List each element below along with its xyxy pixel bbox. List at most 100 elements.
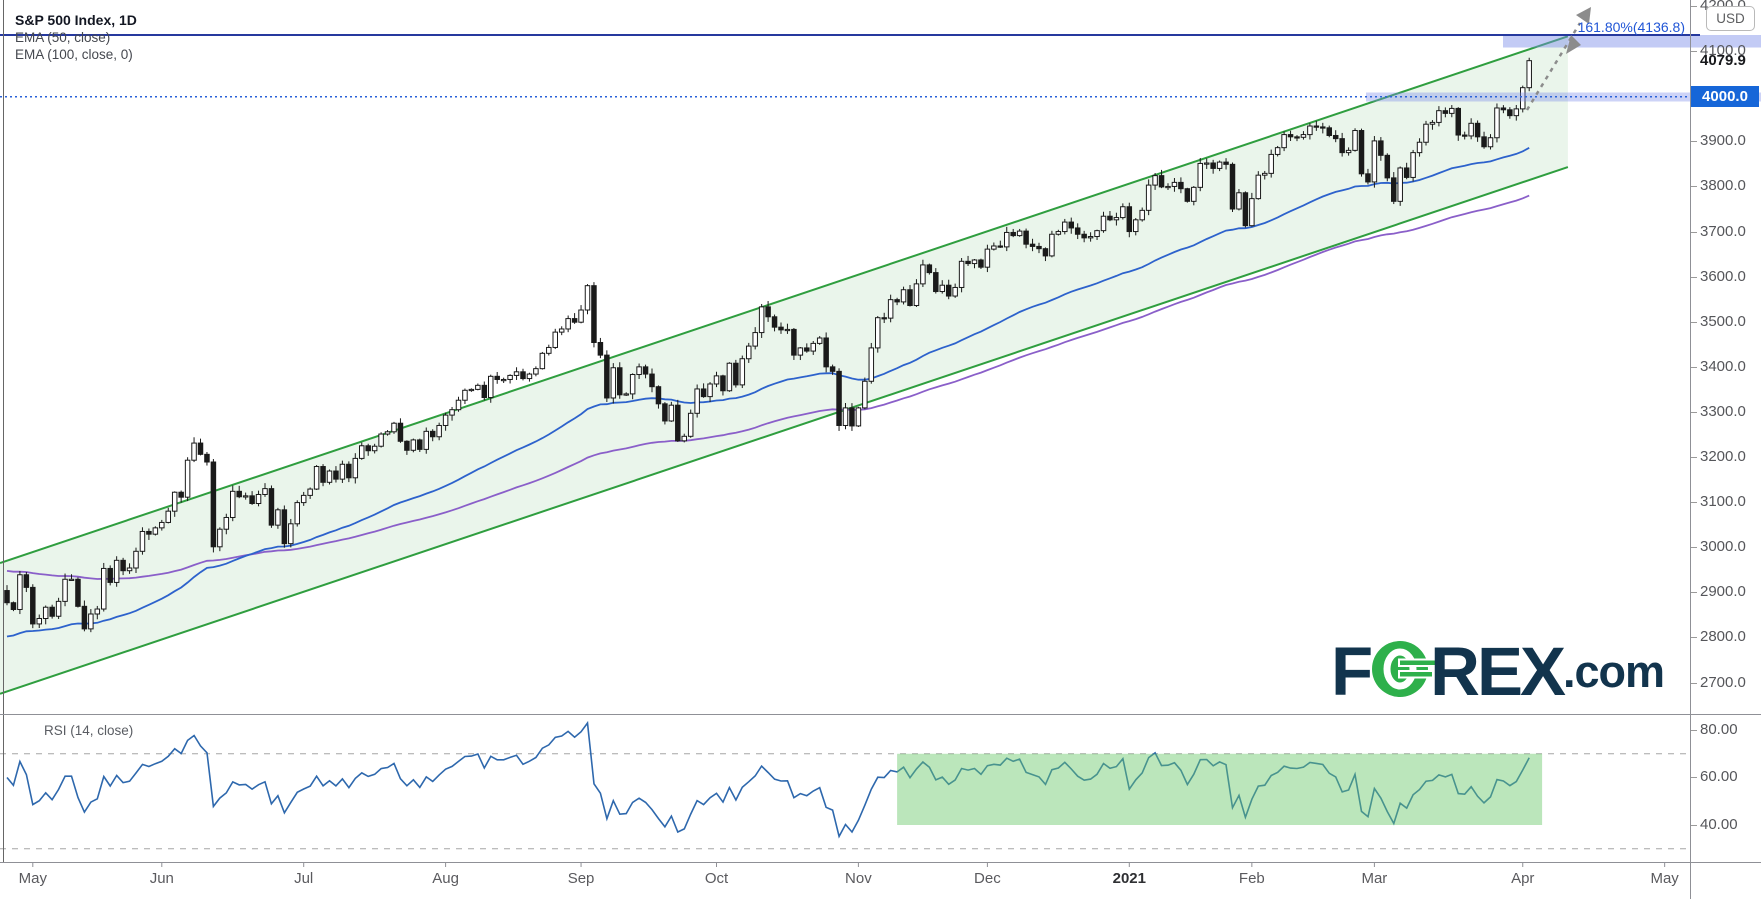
candle-body (900, 289, 907, 303)
candle-body (1184, 188, 1191, 202)
candle-body (584, 285, 591, 311)
candle-body (1449, 107, 1455, 114)
candle-body (210, 461, 217, 548)
candle-body (30, 586, 36, 625)
price-tick-label: 4100.0 (1691, 42, 1746, 60)
rsi-tick-label: 40.00 (1691, 815, 1738, 833)
candle-body (404, 440, 410, 451)
time-scale[interactable]: May Jun Jul Aug Sep Oct Nov Dec 2021 Feb Mar Apr May (0, 862, 1761, 899)
ema100-line[interactable] (6, 194, 1530, 580)
candle-body (629, 374, 636, 395)
candle-body (849, 407, 855, 427)
candle-body (42, 606, 49, 620)
candle-body (978, 259, 984, 268)
candle-body (326, 470, 333, 483)
candle-body (1036, 245, 1042, 250)
symbol-title: S&P 500 Index, 1D (15, 12, 137, 28)
price-pane[interactable] (0, 35, 1569, 695)
candle-body (1203, 162, 1210, 165)
candle-body (520, 371, 526, 380)
rsi-pane[interactable] (0, 720, 1690, 850)
fib-zone-band (1503, 35, 1761, 48)
candle-body (816, 337, 823, 344)
legend-ema50[interactable]: EMA (50, close) (15, 30, 111, 45)
candle-body (997, 245, 1004, 248)
candle-body (804, 347, 810, 352)
candle-body (255, 493, 262, 505)
time-tick-label-apr: Apr (1511, 870, 1535, 887)
candle-body (1042, 248, 1049, 257)
legend-ema100[interactable]: EMA (100, close, 0) (15, 47, 133, 62)
candle-body (107, 567, 113, 583)
candle-body (1126, 206, 1133, 233)
candle-body (1268, 153, 1274, 174)
rsi-tick-label: 80.00 (1691, 720, 1738, 738)
candle-body (1255, 174, 1262, 200)
candle-body (333, 470, 339, 480)
candle-body (1010, 231, 1016, 237)
candle-body (1468, 122, 1474, 137)
candle-body (571, 318, 578, 323)
candle-body (597, 341, 604, 356)
candle-body (113, 559, 120, 583)
candle-body (378, 433, 384, 447)
candle-body (513, 371, 520, 376)
candle-body (1029, 243, 1036, 247)
candle-body (1294, 136, 1300, 139)
candle-body (778, 326, 784, 331)
candle-body (236, 490, 242, 498)
candle-body (952, 286, 958, 297)
candle-body (488, 375, 494, 399)
rsi-legend[interactable]: RSI (14, close) (44, 723, 134, 738)
candle-body (1133, 219, 1139, 233)
candle-body (165, 510, 171, 523)
candle-body (733, 362, 739, 386)
candle-body (926, 264, 933, 274)
time-tick-label-aug: Aug (432, 870, 459, 887)
candle-body (1016, 230, 1023, 237)
candle-body (1171, 181, 1178, 187)
fib-extension-label: 161.80%(4136.8) (1577, 19, 1685, 35)
candle-body (475, 384, 481, 390)
time-tick-label-jul: Jul (294, 870, 314, 887)
candle-body (604, 354, 610, 399)
candle-body (462, 389, 468, 401)
candle-body (178, 491, 184, 498)
price-tick-label: 2800.0 (1691, 628, 1746, 646)
candle-body (784, 328, 791, 332)
candle-body (1416, 141, 1423, 154)
candle-body (1242, 192, 1249, 227)
candle-body (894, 299, 900, 303)
candle-body (945, 284, 952, 297)
candle-body (1152, 175, 1158, 186)
price-scale[interactable]: 4200.04100.03900.03800.03700.03600.03500… (1690, 0, 1761, 899)
candle-body (281, 509, 288, 545)
time-tick-label-jun: Jun (149, 870, 174, 887)
candle-body (365, 445, 371, 452)
candle-body (829, 366, 836, 372)
ema50-line[interactable] (6, 147, 1530, 638)
candle-body (752, 332, 758, 347)
trend-channel-upper-line[interactable] (0, 35, 1569, 564)
candle-body (268, 488, 275, 526)
time-tick-label-may: May (1650, 870, 1679, 887)
candle-body (739, 358, 746, 386)
candle-body (1107, 215, 1113, 221)
candle-body (146, 530, 152, 535)
candle-body (191, 442, 197, 461)
time-tick-label-may: May (18, 870, 47, 887)
candle-body (455, 399, 462, 411)
candle-body (1313, 125, 1320, 128)
price-tick-label: 3400.0 (1691, 357, 1746, 375)
trend-channel-lower-line[interactable] (0, 166, 1569, 695)
currency-toggle-button[interactable]: USD (1706, 6, 1755, 31)
candle-body (1423, 123, 1429, 143)
candle-body (1365, 173, 1371, 183)
candle-body (623, 393, 629, 396)
arrow-head-down-icon (1566, 35, 1581, 54)
candle-body (101, 567, 107, 610)
candle-body (1004, 231, 1010, 248)
candles-layer[interactable] (4, 57, 1532, 633)
candle-body (1158, 175, 1165, 188)
